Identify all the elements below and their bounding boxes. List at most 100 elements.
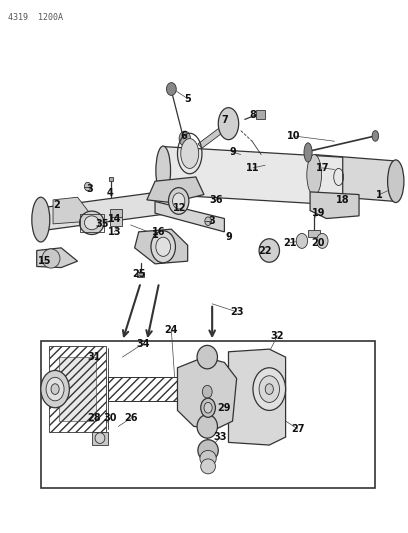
Circle shape [51,384,59,394]
Bar [41,341,375,488]
Text: 3: 3 [209,216,215,226]
Polygon shape [198,123,231,148]
Text: 29: 29 [217,403,231,413]
Polygon shape [310,192,359,219]
Ellipse shape [95,433,105,443]
Polygon shape [228,349,286,445]
Text: 34: 34 [136,339,150,349]
Circle shape [41,370,69,408]
Bar [108,377,177,401]
Ellipse shape [42,249,60,268]
Polygon shape [37,248,78,268]
Bar [256,110,265,119]
Text: 4: 4 [107,188,113,198]
Ellipse shape [307,155,322,195]
Ellipse shape [179,131,191,146]
Bar [137,272,144,277]
Text: 26: 26 [124,414,137,423]
Bar [261,244,277,257]
Text: 7: 7 [221,115,228,125]
Ellipse shape [197,415,217,438]
Text: 32: 32 [271,331,284,341]
Bar [110,216,122,226]
Ellipse shape [156,237,171,256]
Circle shape [166,83,176,95]
Text: 15: 15 [38,256,52,266]
Circle shape [265,384,273,394]
Bar [110,209,122,217]
Text: 18: 18 [336,195,350,205]
Ellipse shape [197,345,217,369]
Bar [49,346,106,432]
Ellipse shape [204,402,212,413]
Text: 5: 5 [184,94,191,103]
Ellipse shape [218,108,239,140]
Polygon shape [163,147,343,205]
Ellipse shape [32,197,50,242]
Circle shape [84,182,91,191]
Bar [308,230,320,237]
Bar [109,177,113,181]
Circle shape [317,233,328,248]
Text: 21: 21 [283,238,297,247]
Ellipse shape [84,216,99,230]
Text: 20: 20 [311,238,325,247]
Ellipse shape [173,193,185,209]
Text: 9: 9 [225,232,232,242]
Bar [108,377,177,401]
Ellipse shape [80,211,104,235]
Polygon shape [41,190,171,231]
Text: 1: 1 [152,230,158,239]
Bar [59,357,96,421]
Circle shape [205,217,211,225]
Text: 27: 27 [291,424,305,434]
Ellipse shape [221,112,236,135]
Ellipse shape [201,459,215,474]
Text: 1: 1 [376,190,383,199]
Text: 12: 12 [173,203,186,213]
Polygon shape [147,177,204,203]
Text: 11: 11 [246,163,260,173]
Text: 23: 23 [230,307,244,317]
Text: 19: 19 [311,208,325,218]
Circle shape [46,377,64,401]
Polygon shape [53,197,90,224]
Text: 33: 33 [213,432,227,442]
Ellipse shape [372,131,379,141]
Text: 30: 30 [103,414,117,423]
Ellipse shape [198,440,218,461]
Ellipse shape [304,143,312,162]
Polygon shape [177,357,237,429]
Polygon shape [155,201,224,232]
Ellipse shape [151,231,175,263]
Text: 31: 31 [87,352,101,362]
Text: 3: 3 [86,184,93,194]
Polygon shape [314,155,396,201]
Ellipse shape [201,398,215,417]
Text: 36: 36 [209,195,223,205]
Text: 22: 22 [258,246,272,255]
Text: 2: 2 [54,200,60,210]
Text: 8: 8 [250,110,256,119]
Text: 10: 10 [287,131,301,141]
Text: 28: 28 [87,414,101,423]
Text: 25: 25 [132,270,146,279]
Ellipse shape [181,139,199,168]
Text: 14: 14 [107,214,121,223]
Text: 6: 6 [180,131,187,141]
Text: 24: 24 [164,326,178,335]
Bar [92,432,108,445]
Circle shape [296,233,308,248]
Ellipse shape [388,160,404,203]
Text: 35: 35 [95,219,109,229]
Circle shape [259,376,279,402]
Ellipse shape [169,188,189,214]
Ellipse shape [200,450,216,466]
Ellipse shape [259,239,279,262]
Ellipse shape [156,146,171,195]
Circle shape [253,368,286,410]
Ellipse shape [202,385,212,398]
Polygon shape [135,229,188,264]
Bar [80,214,104,232]
Text: 13: 13 [107,227,121,237]
